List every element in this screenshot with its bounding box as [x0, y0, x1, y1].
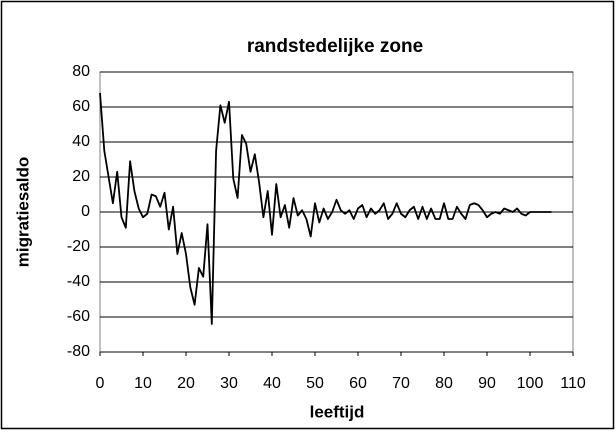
x-tick-label: 70 — [392, 375, 410, 392]
x-tick-label: 10 — [134, 375, 152, 392]
x-tick-label: 80 — [435, 375, 453, 392]
y-tick-label: 80 — [72, 63, 90, 80]
x-tick-label: 20 — [177, 375, 195, 392]
x-tick-label: 110 — [560, 375, 586, 392]
x-tick-label: 50 — [306, 375, 324, 392]
y-tick-label: -80 — [67, 343, 90, 360]
y-axis-label: migratiesaldo — [13, 157, 32, 268]
y-tick-label: 60 — [72, 98, 90, 115]
y-tick-label: -60 — [67, 308, 90, 325]
chart-title: randstedelijke zone — [247, 36, 423, 57]
x-axis-label: leeftijd — [310, 402, 365, 421]
x-tick-label: 100 — [517, 375, 544, 392]
x-tick-label: 60 — [349, 375, 367, 392]
y-tick-label: 0 — [81, 203, 90, 220]
x-tick-label: 40 — [263, 375, 281, 392]
y-tick-label: 40 — [72, 133, 90, 150]
x-tick-label: 90 — [478, 375, 496, 392]
x-tick-label: 30 — [220, 375, 238, 392]
y-tick-label: -40 — [67, 273, 90, 290]
data-line — [99, 92, 552, 325]
x-tick-label: 0 — [96, 375, 105, 392]
y-tick-label: -20 — [67, 238, 90, 255]
y-tick-label: 20 — [72, 168, 90, 185]
